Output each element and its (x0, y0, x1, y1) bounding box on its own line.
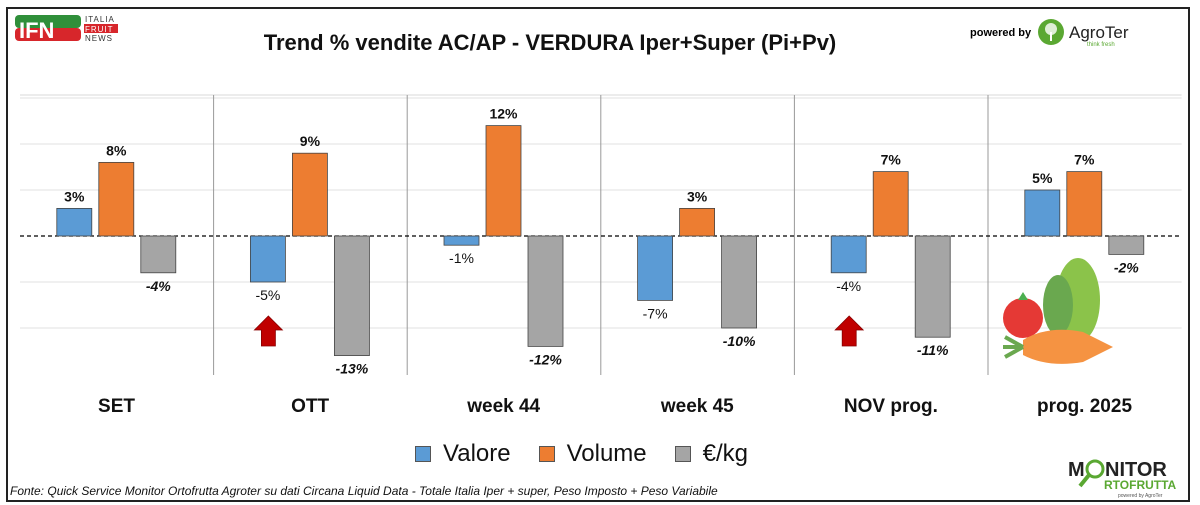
bar-kg (333, 235, 370, 356)
data-label: 5% (1032, 170, 1053, 186)
data-label: -11% (917, 342, 949, 358)
bar-kg (527, 235, 564, 347)
data-label: 12% (489, 106, 518, 122)
svg-text:NITOR: NITOR (1105, 459, 1167, 481)
legend: Valore Volume €/kg (415, 440, 748, 468)
bar-volume (1066, 171, 1103, 237)
legend-label: Valore (443, 440, 511, 467)
data-label: -4% (146, 278, 171, 294)
svg-text:M: M (1068, 459, 1085, 481)
agroter-logo: AgroTer think fresh (1037, 18, 1147, 53)
svg-text:AgroTer: AgroTer (1069, 23, 1129, 42)
data-label: 9% (300, 133, 321, 149)
data-label: 7% (1074, 152, 1095, 168)
data-label: 8% (106, 142, 127, 158)
data-label: -1% (449, 250, 474, 266)
legend-label: €/kg (702, 440, 749, 467)
tomato-icon (1003, 298, 1043, 338)
powered-by-label: powered by (970, 27, 1032, 39)
bar-valore (249, 235, 286, 283)
legend-label: Volume (566, 440, 647, 467)
bar-volume (485, 125, 522, 237)
svg-text:think fresh: think fresh (1087, 42, 1115, 48)
x-tick-label: week 45 (660, 396, 734, 417)
chart-title: Trend % vendite AC/AP - VERDURA Iper+Sup… (263, 30, 837, 55)
legend-swatch (538, 446, 555, 462)
bar-volume (291, 152, 328, 237)
monitor-ortofrutta-logo: M NITOR RTOFRUTTA powered by AgroTer (1068, 458, 1188, 505)
bar-kg (721, 235, 757, 329)
data-label: -13% (336, 361, 369, 377)
x-tick-label: NOV prog. (843, 396, 938, 417)
x-tick-label: week 44 (467, 396, 541, 417)
data-label: -4% (836, 278, 861, 294)
bar-volume (679, 207, 715, 237)
legend-swatch (674, 446, 691, 462)
bar-valore (830, 235, 867, 274)
data-label: -12% (529, 351, 562, 367)
svg-text:FRUIT: FRUIT (85, 25, 114, 34)
bar-valore (637, 235, 673, 301)
data-label: 3% (687, 188, 708, 204)
data-label: 3% (64, 188, 85, 204)
carrot-leaves-icon (1003, 335, 1024, 359)
bar-volume (872, 171, 909, 237)
chart-frame (6, 7, 1190, 502)
x-tick-label: prog. 2025 (1036, 396, 1133, 417)
legend-item: €/kg (674, 440, 749, 468)
legend-item: Valore (415, 440, 511, 468)
data-label: -5% (255, 287, 280, 303)
bar-kg (1108, 235, 1145, 255)
carrot-icon (1023, 329, 1113, 364)
bar-valore (1024, 189, 1061, 237)
source-note: Fonte: Quick Service Monitor Ortofrutta … (10, 484, 718, 498)
svg-text:IFN: IFN (19, 18, 54, 43)
bar-valore (443, 235, 480, 246)
red-up-arrow (834, 315, 865, 347)
svg-text:NEWS: NEWS (85, 34, 113, 43)
bar-kg (140, 235, 177, 274)
bar-kg (914, 235, 951, 338)
svg-text:RTOFRUTTA: RTOFRUTTA (1104, 478, 1177, 492)
legend-item: Volume (538, 440, 647, 468)
lettuce-icon (1043, 275, 1073, 335)
tomato-leaf-icon (1018, 292, 1028, 300)
x-tick-label: SET (98, 396, 135, 417)
data-label: -2% (1114, 259, 1139, 275)
bar-volume (98, 161, 135, 237)
data-label: -7% (643, 305, 668, 321)
legend-swatch (415, 446, 431, 462)
ifn-logo: IFN ITALIA FRUIT NEWS (15, 13, 130, 48)
red-up-arrow (253, 315, 284, 347)
data-label: -10% (723, 333, 756, 349)
svg-text:ITALIA: ITALIA (85, 15, 115, 24)
bar-valore (56, 207, 93, 237)
svg-text:powered by AgroTer: powered by AgroTer (1118, 493, 1163, 499)
data-label: 7% (881, 152, 902, 168)
x-tick-label: OTT (291, 396, 330, 417)
